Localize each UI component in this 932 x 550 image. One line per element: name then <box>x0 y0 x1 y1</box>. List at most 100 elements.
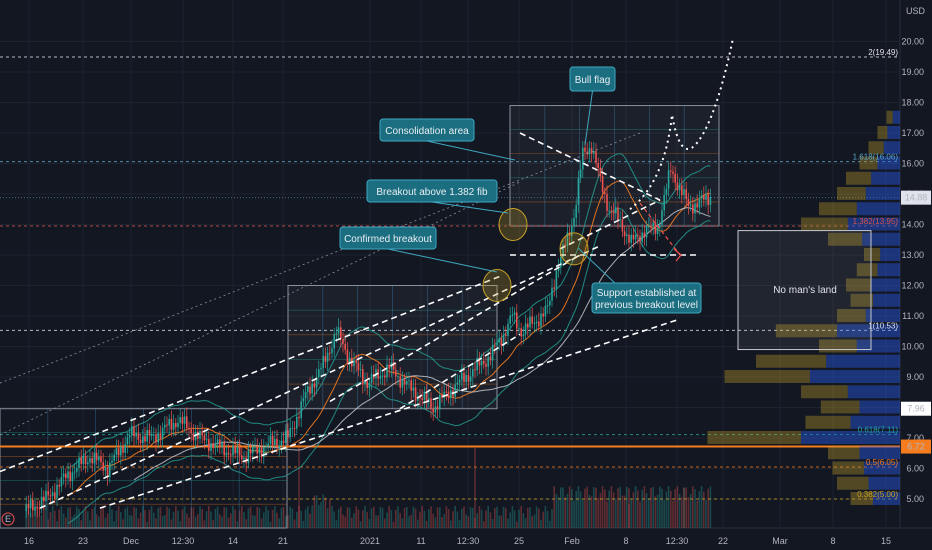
candle-body <box>346 349 349 363</box>
volume-bar <box>403 507 406 528</box>
candle-body <box>115 448 118 455</box>
candle-body <box>507 323 509 336</box>
candle-body <box>461 372 463 380</box>
volume-bar <box>346 507 349 528</box>
candle-body <box>335 333 338 335</box>
volume-profile-bar <box>805 415 851 429</box>
volume-bar <box>540 519 542 528</box>
candle-body <box>219 439 221 448</box>
candle-body <box>441 394 443 398</box>
callout-box <box>379 118 475 142</box>
y-tick-label: 7.00 <box>906 433 924 443</box>
volume-bar <box>604 489 606 528</box>
volume-bar <box>49 512 52 528</box>
volume-bar <box>588 494 591 528</box>
trend-line <box>99 318 681 509</box>
volume-bar <box>584 488 586 528</box>
trend-line <box>329 254 581 403</box>
volume-bar <box>381 508 384 528</box>
volume-bar <box>144 510 146 528</box>
volume-profile-bar <box>877 263 900 277</box>
volume-bar <box>36 506 38 528</box>
callout-box <box>591 282 702 314</box>
candle-body <box>423 391 426 400</box>
candle-body <box>485 363 487 367</box>
volume-bar <box>373 506 375 528</box>
candle-body <box>197 431 199 439</box>
candle-body <box>436 406 439 410</box>
volume-bar <box>423 510 426 528</box>
candle-body <box>522 334 525 337</box>
volume-bar <box>241 506 243 528</box>
volume-bar <box>502 506 505 528</box>
candle-body <box>412 387 415 391</box>
candle-body <box>221 442 223 448</box>
volume-bar <box>172 511 175 528</box>
candle-body <box>652 222 654 227</box>
volume-bar <box>315 495 318 528</box>
volume-bar <box>571 489 573 528</box>
candle-body <box>186 416 188 429</box>
volume-bar <box>401 518 404 528</box>
candle-body <box>313 383 316 388</box>
volume-bar <box>395 509 397 528</box>
callout-box <box>569 66 616 92</box>
volume-bar <box>225 507 228 528</box>
volume-bar <box>645 493 648 528</box>
candle-body <box>45 490 47 502</box>
volume-bar <box>311 505 313 528</box>
candle-body <box>417 397 419 401</box>
volume-bar <box>533 514 536 528</box>
candle-body <box>703 195 705 200</box>
fib-level-label: 2(19.49) <box>868 48 898 57</box>
candle-body <box>456 382 459 385</box>
candle-body <box>650 226 652 228</box>
candle-body <box>164 424 166 428</box>
callout-text: Bull flag <box>575 75 611 86</box>
candle-body <box>639 235 641 242</box>
volume-bar <box>509 512 511 528</box>
candle-body <box>203 435 206 441</box>
volume-bar <box>659 486 661 528</box>
candle-body <box>280 440 283 446</box>
volume-bar <box>546 510 549 528</box>
volume-bar <box>498 515 500 528</box>
volume-bar <box>282 506 285 528</box>
volume-bar <box>551 509 553 528</box>
candle-body <box>285 430 287 443</box>
candle-body <box>529 316 531 328</box>
bullish-projection-path <box>629 38 734 211</box>
volume-bar <box>287 514 289 528</box>
volume-bar <box>166 506 168 528</box>
volume-bar <box>700 486 703 528</box>
volume-bar <box>106 513 109 528</box>
candle-body <box>397 376 399 378</box>
volume-bar <box>203 520 206 528</box>
candle-body <box>227 452 230 455</box>
trend-line <box>399 333 521 410</box>
candle-body <box>307 386 309 392</box>
volume-bar <box>296 511 298 528</box>
candle-body <box>656 227 659 234</box>
channel-line <box>0 181 521 436</box>
volume-bar <box>705 499 707 528</box>
candle-body <box>318 369 320 378</box>
candle-body <box>62 473 65 478</box>
volume-bar <box>458 519 461 528</box>
volume-bar <box>45 508 47 528</box>
volume-bar <box>115 510 118 528</box>
candle-body <box>298 416 300 419</box>
candle-body <box>43 496 45 502</box>
volume-bar <box>678 493 681 528</box>
volume-bar <box>485 510 487 528</box>
volume-bar <box>632 492 635 528</box>
volume-bar <box>232 506 234 528</box>
price-tag-box <box>901 401 931 416</box>
candle-body <box>25 504 27 512</box>
volume-bar <box>518 509 520 528</box>
candle-body <box>692 204 694 214</box>
candle-body <box>494 345 496 347</box>
candle-body <box>131 426 133 436</box>
volume-bar <box>434 517 437 528</box>
